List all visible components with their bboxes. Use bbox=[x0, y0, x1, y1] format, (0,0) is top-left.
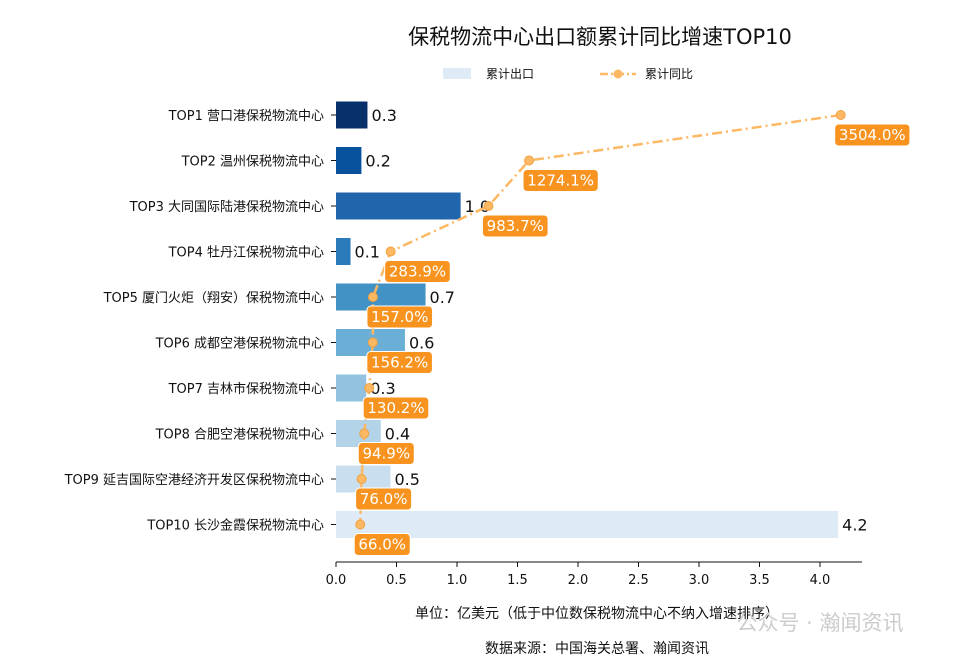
growth-label-box bbox=[362, 396, 430, 420]
y-tick-label: TOP7 吉林市保税物流中心 bbox=[168, 381, 324, 397]
growth-point bbox=[483, 201, 494, 211]
growth-point bbox=[355, 519, 366, 530]
bar-value-label: 4.2 bbox=[842, 516, 867, 535]
growth-label-box bbox=[353, 533, 411, 556]
growth-point bbox=[364, 383, 375, 393]
growth-label-box bbox=[834, 123, 911, 147]
growth-point bbox=[367, 337, 378, 348]
x-tick-label: 3.0 bbox=[689, 573, 710, 588]
growth-label-box bbox=[384, 260, 451, 283]
growth-point bbox=[356, 474, 367, 484]
source-note: 数据来源：中国海关总署、瀚闻资讯 bbox=[485, 641, 709, 657]
watermark: 公众号 · 瀚闻资讯 bbox=[736, 611, 903, 635]
bar bbox=[336, 374, 367, 402]
legend: 累计出口 累计同比 bbox=[443, 67, 693, 81]
x-tick-label: 3.5 bbox=[749, 573, 770, 588]
growth-point bbox=[835, 110, 846, 120]
x-tick-label: 0.0 bbox=[326, 573, 347, 588]
y-tick-label: TOP1 营口港保税物流中心 bbox=[168, 109, 324, 124]
bar bbox=[336, 192, 461, 220]
bar-value-label: 0.1 bbox=[355, 243, 380, 262]
y-tick-label: TOP6 成都空港保税物流中心 bbox=[155, 337, 324, 352]
growth-label: 66.0% bbox=[358, 536, 406, 554]
growth-label: 156.2% bbox=[371, 354, 428, 372]
growth-label: 94.9% bbox=[362, 445, 410, 463]
y-tick-label: TOP2 温州保税物流中心 bbox=[181, 155, 324, 170]
legend-line-marker bbox=[613, 69, 623, 79]
y-tick-label: TOP8 合肥空港保税物流中心 bbox=[155, 428, 324, 443]
bar bbox=[336, 147, 362, 174]
growth-label: 157.0% bbox=[371, 308, 428, 326]
growth-label: 1274.1% bbox=[527, 172, 594, 190]
bar bbox=[336, 101, 368, 129]
bar-value-label: 1.0 bbox=[465, 197, 490, 216]
growth-label: 76.0% bbox=[360, 490, 408, 508]
growth-label-box bbox=[522, 169, 599, 192]
x-tick-label: 4.0 bbox=[810, 573, 831, 588]
growth-label: 283.9% bbox=[389, 263, 446, 281]
growth-label: 983.7% bbox=[487, 217, 544, 235]
growth-label-box bbox=[366, 351, 433, 374]
growth-point bbox=[524, 155, 535, 166]
bar-value-label: 0.4 bbox=[385, 425, 410, 444]
y-tick-label: TOP3 大同国际陆港保税物流中心 bbox=[129, 199, 324, 215]
growth-label: 3504.0% bbox=[839, 126, 906, 144]
growth-label-box bbox=[481, 214, 549, 238]
x-tick-label: 2.0 bbox=[568, 573, 589, 588]
growth-label-box bbox=[355, 487, 413, 511]
bar-value-label: 0.2 bbox=[365, 152, 390, 171]
bar-value-label: 0.5 bbox=[394, 470, 419, 489]
growth-label: 130.2% bbox=[367, 399, 424, 417]
x-tick-label: 2.5 bbox=[628, 573, 649, 588]
y-tick-label: TOP4 牡丹江保税物流中心 bbox=[168, 246, 324, 261]
legend-line-label: 累计同比 bbox=[645, 67, 693, 81]
x-tick-label: 1.5 bbox=[507, 573, 528, 588]
y-tick-label: TOP5 厦门火炬（翔安）保税物流中心 bbox=[103, 291, 324, 306]
x-tick-label: 1.0 bbox=[447, 573, 468, 588]
bar-value-label: 0.3 bbox=[371, 106, 396, 125]
bar bbox=[336, 238, 351, 265]
growth-label-box bbox=[366, 305, 434, 329]
bar-value-label: 0.7 bbox=[430, 288, 455, 307]
x-tick-label: 0.5 bbox=[386, 573, 407, 588]
bar-value-label: 0.6 bbox=[409, 334, 434, 353]
legend-bar-swatch bbox=[443, 68, 471, 79]
legend-bar-label: 累计出口 bbox=[486, 67, 534, 81]
y-tick-label: TOP10 长沙金霞保税物流中心 bbox=[146, 518, 324, 534]
growth-label-box bbox=[357, 442, 415, 465]
y-tick-label: TOP9 延吉国际空港经济开发区保税物流中心 bbox=[64, 472, 324, 488]
growth-point bbox=[385, 246, 396, 257]
chart-title: 保税物流中心出口额累计同比增速TOP10 bbox=[408, 25, 792, 49]
x-axis-label: 单位：亿美元（低于中位数保税物流中心不纳入增速排序） bbox=[415, 606, 779, 622]
bar bbox=[336, 511, 839, 538]
growth-point bbox=[367, 292, 378, 302]
bar-value-label: 0.3 bbox=[370, 379, 395, 398]
growth-point bbox=[359, 428, 370, 439]
